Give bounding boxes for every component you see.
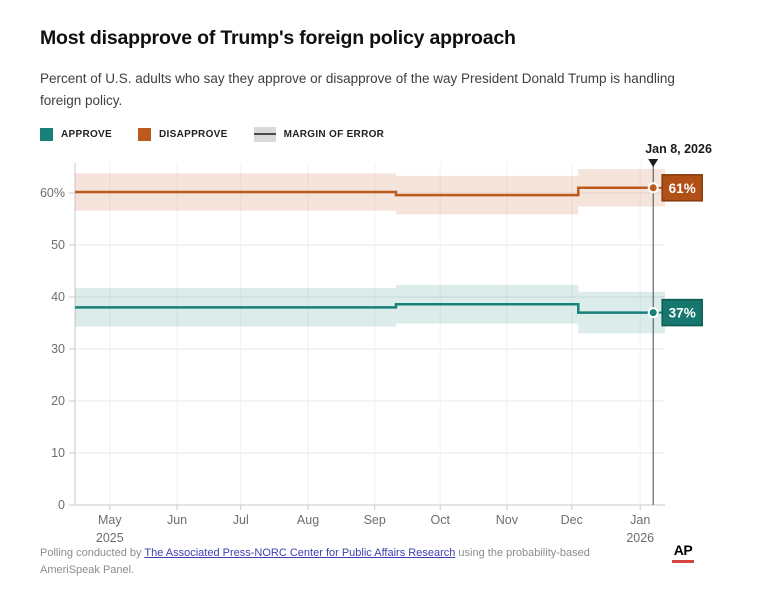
approve-swatch-icon	[40, 128, 53, 141]
legend-label-margin-of-error: MARGIN OF ERROR	[283, 129, 385, 140]
source-link[interactable]: The Associated Press-NORC Center for Pub…	[144, 547, 456, 559]
x-tick-label: May	[98, 513, 122, 527]
approve-value-box	[661, 298, 703, 327]
chart-area: 0 10 20 30 40 50 60% May 2025 Jun Jul Aug Sep Oct Nov D…	[0, 138, 769, 545]
disapprove-end-dot	[647, 182, 659, 194]
x-tick-label: Jun	[167, 513, 187, 527]
x-tick-label: Sep	[364, 513, 386, 527]
legend-item-disapprove: DISAPPROVE	[138, 128, 228, 141]
chart-subtitle: Percent of U.S. adults who say they appr…	[40, 71, 675, 108]
ap-logo-text: AP	[673, 542, 693, 558]
y-tick-label: 0	[58, 498, 65, 512]
y-tick-label: 40	[51, 290, 65, 304]
date-marker-triangle-icon	[648, 159, 659, 167]
legend-item-approve: APPROVE	[40, 128, 112, 141]
x-tick-label: Aug	[297, 513, 319, 527]
x-tick-label: Dec	[561, 513, 583, 527]
x-tick-year-label: 2025	[96, 531, 124, 544]
source-text-after: using the probability-based AmeriSpeak P…	[40, 547, 590, 576]
source-note: Polling conducted by The Associated Pres…	[40, 545, 650, 579]
chart-canvas: 0 10 20 30 40 50 60% May 2025 Jun Jul Aug Sep Oct Nov D…	[40, 142, 712, 545]
disapprove-value-box	[661, 174, 703, 202]
page-title: Most disapprove of Trump's foreign polic…	[40, 27, 516, 49]
x-tick-label: Nov	[496, 513, 519, 527]
date-annotation: Jan 8, 2026	[645, 142, 712, 156]
legend-label-disapprove: DISAPPROVE	[159, 129, 228, 140]
margin-of-error-swatch-icon	[253, 127, 276, 142]
ap-logo: AP	[672, 543, 694, 563]
approve-end-dot	[647, 307, 659, 319]
margin-of-error-line-icon	[253, 133, 276, 135]
disapprove-value-label: 61%	[669, 181, 696, 196]
ap-logo-red-bar-icon	[672, 560, 694, 563]
source-text-before: Polling conducted by	[40, 547, 145, 559]
approve-line	[75, 303, 654, 314]
legend-item-margin-of-error: MARGIN OF ERROR	[253, 127, 385, 142]
disapprove-swatch-icon	[138, 128, 152, 141]
x-tick-year-label: 2026	[626, 531, 654, 544]
x-tick-label: Oct	[430, 513, 450, 527]
y-tick-label: 50	[51, 238, 65, 252]
y-tick-label: 10	[51, 446, 65, 460]
disapprove-line	[75, 186, 654, 197]
y-tick-label: 30	[51, 342, 65, 356]
y-tick-label: 60%	[40, 186, 65, 200]
chart-legend: APPROVE DISAPPROVE MARGIN OF ERROR	[40, 127, 384, 142]
legend-label-approve: APPROVE	[61, 129, 113, 140]
x-tick-label: Jan	[630, 513, 650, 527]
y-tick-label: 20	[51, 394, 65, 408]
approve-value-label: 37%	[669, 306, 696, 321]
x-tick-label: Jul	[233, 513, 249, 527]
